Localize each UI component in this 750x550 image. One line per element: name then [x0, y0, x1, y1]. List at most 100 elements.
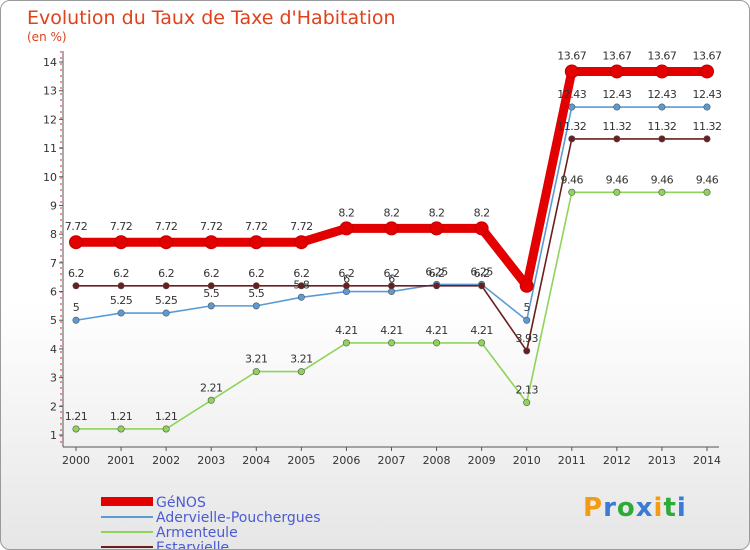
legend-label-adervielle: Adervielle-Pouchergues — [156, 510, 321, 526]
data-label: 12.43 — [647, 88, 676, 101]
data-point — [654, 64, 669, 79]
chart-subtitle: (en %) — [27, 30, 67, 44]
logo-letter: i — [676, 493, 687, 523]
data-label: 5.25 — [155, 294, 178, 307]
y-tick-label: 10 — [43, 171, 57, 184]
data-point — [387, 339, 395, 347]
data-point — [162, 282, 170, 290]
data-point — [564, 64, 579, 79]
data-point — [252, 282, 260, 290]
legend-label-armenteule: Armenteule — [156, 525, 238, 541]
data-point — [339, 221, 354, 236]
data-label: 7.72 — [245, 220, 268, 233]
data-label: 6.2 — [338, 267, 354, 280]
data-label: 5.25 — [110, 294, 133, 307]
data-label: 7.72 — [110, 220, 133, 233]
data-point — [523, 347, 531, 355]
x-tick-label: 2001 — [107, 454, 135, 467]
data-label: 4.21 — [380, 324, 403, 337]
data-label: 11.32 — [602, 120, 631, 133]
data-point — [568, 188, 576, 196]
data-label: 9.46 — [561, 173, 584, 186]
data-label: 6.2 — [293, 267, 309, 280]
data-point — [252, 302, 260, 310]
logo-letter: i — [653, 493, 664, 523]
data-label: 6.2 — [158, 267, 174, 280]
data-label: 13.67 — [557, 49, 586, 62]
data-point — [297, 293, 305, 301]
data-label: 9.46 — [606, 173, 629, 186]
x-tick-label: 2008 — [423, 454, 451, 467]
data-point — [114, 235, 129, 250]
data-point — [69, 235, 83, 250]
data-point — [207, 396, 215, 404]
data-point — [297, 368, 305, 376]
data-label: 2.21 — [200, 381, 223, 394]
data-label: 1.21 — [65, 410, 88, 423]
x-tick-label: 2011 — [558, 454, 586, 467]
x-tick-label: 2014 — [693, 454, 721, 467]
data-point — [342, 282, 350, 290]
data-label: 5 — [73, 301, 80, 314]
y-tick-label: 6 — [50, 286, 57, 299]
data-label: 4.21 — [425, 324, 448, 337]
data-point — [387, 282, 395, 290]
y-tick-label: 9 — [50, 199, 57, 212]
data-label: 13.67 — [647, 49, 676, 62]
data-label: 5 — [523, 301, 530, 314]
legend-item-adervielle: Adervielle-Pouchergues — [101, 510, 361, 528]
x-tick-label: 2013 — [648, 454, 676, 467]
data-point — [159, 235, 174, 250]
logo-letter: r — [603, 493, 617, 523]
y-tick-label: 7 — [50, 257, 57, 270]
logo-letter: t — [663, 493, 677, 523]
data-label: 4.21 — [335, 324, 358, 337]
data-label: 6.2 — [113, 267, 129, 280]
y-tick-label: 3 — [50, 372, 57, 385]
x-tick-label: 2010 — [513, 454, 541, 467]
data-label: 11.32 — [557, 120, 586, 133]
data-point — [609, 64, 624, 79]
data-point — [249, 235, 264, 250]
data-point — [658, 103, 666, 111]
data-label: 6.25 — [470, 265, 493, 278]
y-tick-label: 14 — [43, 56, 57, 69]
data-label: 12.43 — [557, 88, 586, 101]
data-point — [519, 278, 534, 293]
data-label: 6.25 — [425, 265, 448, 278]
data-label: 3.21 — [245, 353, 268, 366]
data-label: 6 — [388, 273, 395, 286]
data-label: 4.21 — [470, 324, 493, 337]
data-point — [478, 282, 486, 290]
data-point — [117, 425, 125, 433]
data-label: 6.2 — [68, 267, 84, 280]
data-label: 13.67 — [602, 49, 631, 62]
data-label: 2.13 — [515, 384, 538, 397]
data-label: 7.72 — [200, 220, 223, 233]
x-tick-label: 2009 — [468, 454, 496, 467]
data-point — [72, 425, 80, 433]
data-label: 12.43 — [693, 88, 722, 101]
data-point — [342, 339, 350, 347]
data-point — [613, 103, 621, 111]
logo-letter: x — [635, 493, 654, 523]
x-tick-label: 2005 — [287, 454, 315, 467]
data-point — [252, 368, 260, 376]
y-tick-label: 5 — [50, 314, 57, 327]
legend-item-estarvielle: Estarvielle — [101, 540, 361, 549]
data-point — [433, 282, 441, 290]
legend-swatch-genos — [101, 497, 153, 506]
data-label: 9.46 — [696, 173, 719, 186]
data-point — [703, 135, 711, 143]
data-point — [523, 399, 531, 407]
data-label: 7.72 — [290, 220, 313, 233]
logo-letter: o — [616, 493, 636, 523]
data-label: 11.32 — [647, 120, 676, 133]
data-label: 6.2 — [384, 267, 400, 280]
data-point — [703, 103, 711, 111]
data-label: 6.2 — [429, 267, 445, 280]
data-point — [204, 235, 219, 250]
y-tick-label: 11 — [43, 142, 57, 155]
data-point — [72, 316, 80, 324]
